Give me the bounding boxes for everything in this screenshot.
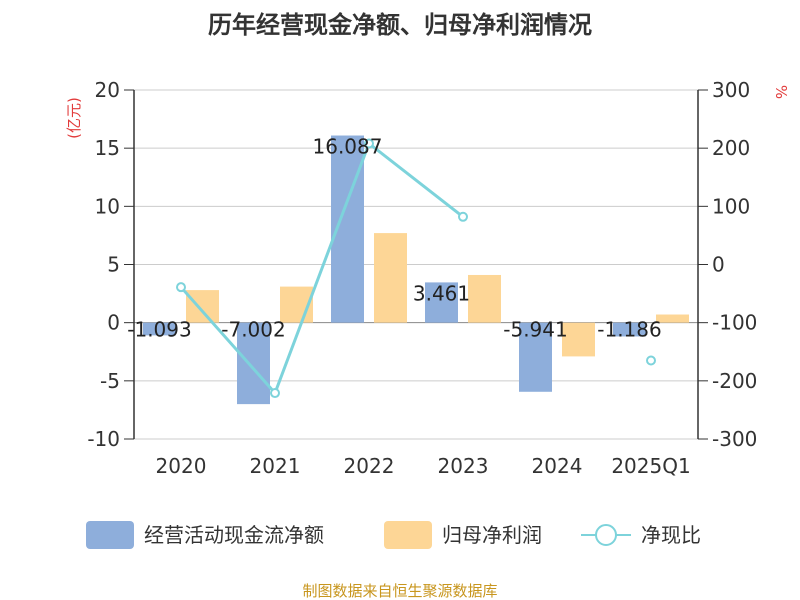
category-label: 2022 (344, 454, 395, 478)
right-axis-ticks: 300 200 100 0 -100 -200 -300 (698, 78, 757, 451)
category-label: 2021 (250, 454, 301, 478)
left-tick-label: -5 (100, 369, 120, 393)
ratio-line-segment (179, 141, 464, 396)
left-tick-label: -10 (87, 427, 120, 451)
cashflow-bar (613, 322, 646, 337)
category-label: 2024 (532, 454, 583, 478)
category-label: 2023 (438, 454, 489, 478)
left-tick-label: 0 (107, 311, 120, 335)
axes (133, 90, 699, 439)
netprofit-bar (186, 290, 219, 323)
right-tick-label: 0 (712, 253, 725, 277)
right-tick-label: 300 (712, 78, 750, 102)
legend-label-ratio: 净现比 (641, 523, 701, 547)
netprofit-bar (656, 314, 689, 323)
netprofit-bar (468, 274, 501, 323)
cashflow-bar (237, 322, 270, 405)
cashflow-data-label: -1.186 (597, 318, 661, 342)
cashflow-data-label: -1.093 (127, 318, 191, 342)
category-label: 2025Q1 (611, 454, 690, 478)
right-tick-label: -200 (712, 369, 757, 393)
left-tick-label: 10 (95, 194, 120, 218)
ratio-point (646, 355, 656, 366)
left-tick-label: 5 (107, 253, 120, 277)
netprofit-bar (562, 322, 595, 357)
right-tick-label: -300 (712, 427, 757, 451)
ratio-point (176, 282, 186, 293)
bar-data-labels: -1.093 -7.002 16.087 3.461 -5.941 -1.186 (127, 135, 661, 342)
left-tick-label: 20 (95, 78, 120, 102)
right-axis-unit: % (772, 85, 790, 99)
cashflow-bar (519, 322, 552, 392)
cashflow-data-label: -5.941 (503, 318, 567, 342)
left-axis-ticks: 20 15 10 5 0 -5 -10 (87, 78, 134, 451)
cashflow-data-label: -7.002 (221, 318, 285, 342)
right-tick-label: 100 (712, 194, 750, 218)
ratio-point (270, 388, 280, 399)
chart-title: 历年经营现金净额、归母净利润情况 (208, 11, 592, 39)
legend-label-netprofit: 归母净利润 (442, 523, 542, 547)
cashflow-bar (143, 322, 176, 336)
gridlines (134, 89, 698, 440)
legend-marker-ratio (595, 524, 617, 546)
legend-label-cashflow: 经营活动现金流净额 (144, 523, 324, 547)
category-label: 2020 (156, 454, 207, 478)
left-tick-label: 15 (95, 136, 120, 160)
ratio-point (458, 211, 468, 222)
bars (143, 135, 689, 405)
ratio-line (176, 138, 656, 399)
left-axis-unit: (亿元) (65, 97, 83, 139)
ratio-point (364, 138, 374, 149)
legend-swatch-cashflow (86, 521, 134, 549)
legend: 经营活动现金流净额 归母净利润 净现比 (86, 521, 701, 549)
cashflow-data-label: 3.461 (413, 281, 470, 305)
netprofit-bar (374, 233, 407, 323)
legend-swatch-netprofit (384, 521, 432, 549)
data-source: 制图数据来自恒生聚源数据库 (302, 582, 497, 600)
right-tick-label: -100 (712, 311, 757, 335)
right-tick-label: 200 (712, 136, 750, 160)
cashflow-data-label: 16.087 (313, 135, 383, 159)
category-labels: 2020 2021 2022 2023 2024 2025Q1 (156, 454, 691, 478)
cashflow-bar (425, 282, 458, 323)
